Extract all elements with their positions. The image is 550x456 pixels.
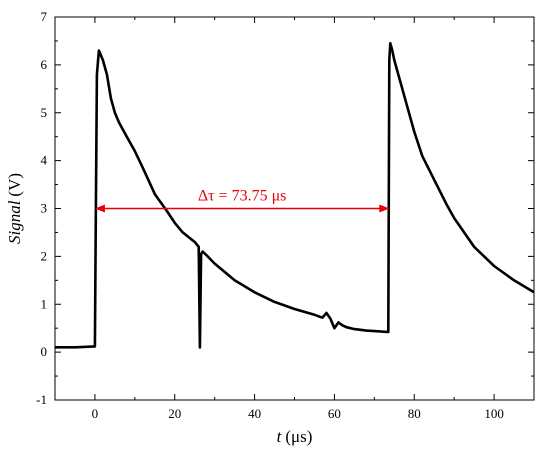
y-tick-label: 1 xyxy=(41,296,48,311)
delta-tau-annotation: Δτ = 73.75 μs xyxy=(94,188,390,213)
annotation-label: Δτ = 73.75 μs xyxy=(198,188,287,205)
x-tick-label: 100 xyxy=(484,406,504,421)
y-axis-unit: (V) xyxy=(5,173,24,197)
y-tick-label: 3 xyxy=(41,201,48,216)
x-axis-variable: t xyxy=(277,427,283,446)
y-tick-label: 5 xyxy=(41,105,48,120)
y-tick-label: 0 xyxy=(41,344,48,359)
y-tick-label: -1 xyxy=(36,392,47,407)
tick-labels: 0 20 40 60 80 100 -1 0 1 2 3 4 5 6 7 xyxy=(36,9,504,421)
x-tick-label: 20 xyxy=(168,406,181,421)
x-tick-label: 80 xyxy=(408,406,421,421)
x-tick-label: 60 xyxy=(328,406,341,421)
annotation-arrowhead-left xyxy=(94,204,105,213)
y-axis-variable: Signal xyxy=(5,200,24,244)
x-axis-unit: (μs) xyxy=(285,427,312,446)
y-tick-label: 7 xyxy=(41,9,48,24)
y-tick-label: 4 xyxy=(41,153,48,168)
axis-ticks xyxy=(54,16,535,401)
x-axis-title: t (μs) xyxy=(277,427,313,446)
x-tick-label: 40 xyxy=(248,406,261,421)
x-tick-label: 0 xyxy=(92,406,99,421)
y-tick-label: 6 xyxy=(41,57,48,72)
series-line xyxy=(55,41,535,349)
y-axis-title: Signal (V) xyxy=(5,173,24,244)
annotation-arrowhead-right xyxy=(379,204,390,213)
y-tick-label: 2 xyxy=(41,248,48,263)
